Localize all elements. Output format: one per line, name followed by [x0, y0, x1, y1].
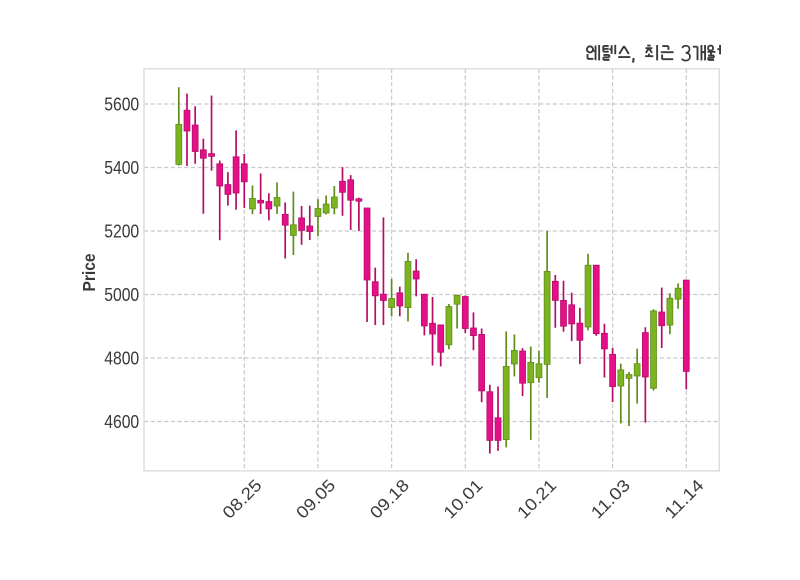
svg-text:5000: 5000 [104, 284, 139, 305]
svg-text:4800: 4800 [104, 347, 139, 368]
svg-text:5600: 5600 [104, 93, 139, 114]
svg-text:4600: 4600 [104, 411, 139, 432]
svg-text:Price: Price [79, 253, 99, 291]
svg-text:5200: 5200 [104, 220, 139, 241]
svg-text:5400: 5400 [104, 157, 139, 178]
